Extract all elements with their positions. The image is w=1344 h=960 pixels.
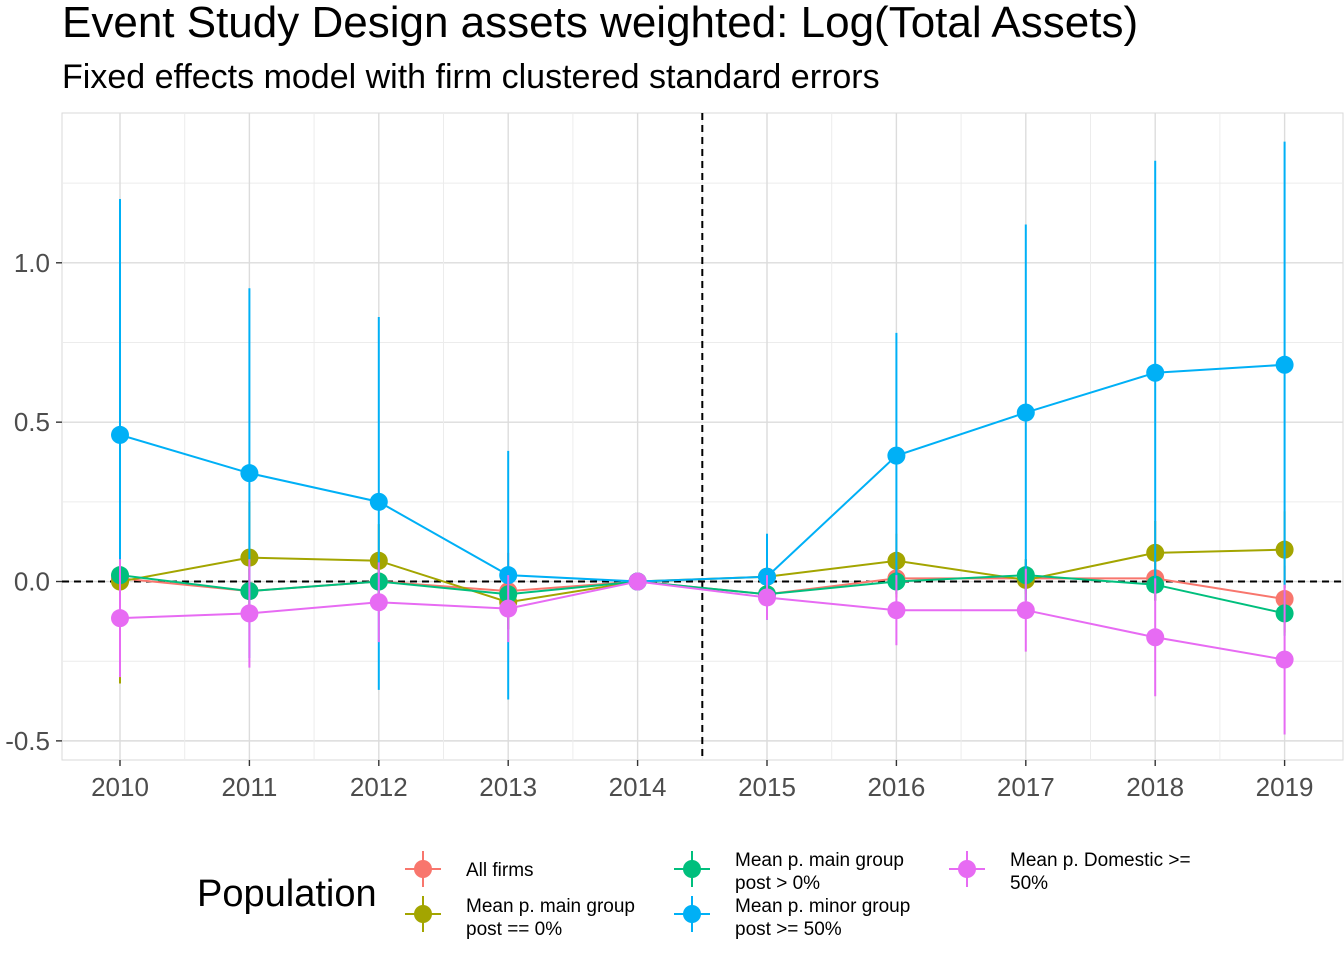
data-point	[887, 446, 906, 465]
series-line	[119, 363, 1285, 583]
y-tick-label: 1.0	[14, 248, 50, 278]
x-tick-label: 2012	[350, 772, 408, 802]
y-tick-label: 0.0	[14, 567, 50, 597]
series-layer	[111, 141, 1294, 735]
series-5	[111, 559, 1294, 735]
x-tick-label: 2016	[867, 772, 925, 802]
data-point	[1016, 403, 1035, 422]
series-line	[119, 580, 1285, 661]
data-point	[369, 593, 388, 612]
data-point	[240, 464, 259, 483]
data-point	[628, 572, 647, 591]
x-tick-label: 2010	[91, 772, 149, 802]
legend-key-point	[958, 860, 976, 878]
legend: Population All firms Mean p. main group pos…	[197, 850, 1191, 940]
y-tick-label: -0.5	[5, 726, 50, 756]
data-point	[887, 601, 906, 620]
data-point	[1016, 601, 1035, 620]
legend-label: Mean p. Domestic >= 50%	[1010, 850, 1191, 894]
data-point	[1146, 628, 1165, 647]
data-point	[1275, 355, 1294, 374]
chart-title: Event Study Design assets weighted: Log(…	[62, 0, 1139, 47]
data-point	[111, 609, 129, 628]
data-point	[1275, 650, 1294, 669]
legend-item-3: Mean p. main group post > 0%	[674, 850, 904, 894]
data-point	[758, 588, 776, 607]
data-point	[1146, 363, 1165, 382]
legend-title: Population	[197, 873, 377, 915]
axis-layer: 2010 2011 2012 2013 2014 2015 2016 2017 2018 2019…	[5, 248, 1313, 802]
legend-item-1: All firms	[405, 851, 534, 887]
legend-key-point	[414, 905, 432, 923]
y-tick-label: 0.5	[14, 407, 50, 437]
x-tick-label: 2013	[479, 772, 537, 802]
data-point	[369, 492, 388, 511]
legend-label: Mean p. main group post > 0%	[735, 850, 904, 894]
legend-label: Mean p. minor group post >= 50%	[735, 896, 910, 940]
legend-item-4: Mean p. minor group post >= 50%	[674, 896, 910, 940]
legend-key-point	[414, 860, 432, 878]
data-point	[240, 604, 259, 623]
reference-lines	[62, 113, 1343, 760]
series-line	[119, 574, 1285, 615]
legend-label: Mean p. main group post == 0%	[466, 896, 635, 940]
legend-key-point	[683, 905, 701, 923]
data-point	[111, 425, 129, 444]
x-tick-label: 2019	[1256, 772, 1314, 802]
x-tick-label: 2017	[997, 772, 1055, 802]
legend-item-5: Mean p. Domestic >= 50%	[949, 850, 1191, 894]
x-tick-label: 2011	[221, 772, 277, 802]
legend-label: All firms	[466, 860, 534, 881]
chart-subtitle: Fixed effects model with firm clustered …	[62, 58, 880, 96]
legend-key-point	[683, 860, 701, 878]
x-tick-label: 2014	[609, 772, 667, 802]
data-point	[499, 599, 518, 618]
x-tick-label: 2018	[1126, 772, 1184, 802]
x-tick-label: 2015	[738, 772, 796, 802]
legend-item-2: Mean p. main group post == 0%	[405, 896, 635, 940]
